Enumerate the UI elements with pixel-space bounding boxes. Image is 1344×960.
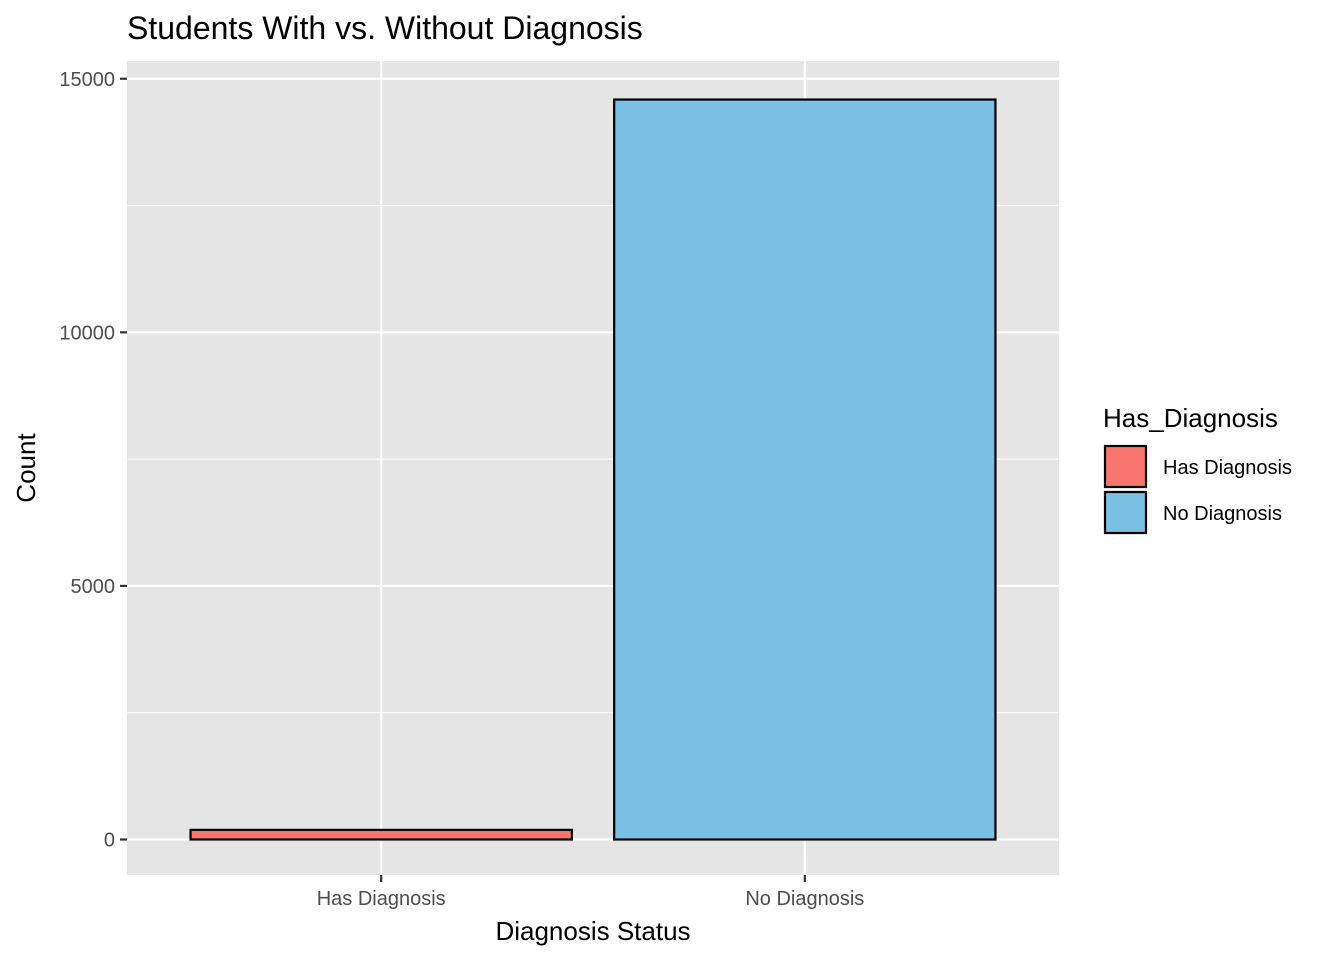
x-tick-label: Has Diagnosis	[317, 888, 446, 910]
y-axis-label: Count	[11, 433, 41, 503]
legend-label: Has Diagnosis	[1163, 457, 1292, 479]
bar	[613, 98, 997, 841]
x-axis-label: Diagnosis Status	[495, 916, 690, 946]
y-tick-label: 5000	[71, 576, 116, 598]
y-tick-label: 10000	[59, 322, 115, 344]
legend: Has_Diagnosis Has Diagnosis No Diagnosis	[1103, 403, 1292, 535]
x-axis: Has Diagnosis No Diagnosis	[317, 875, 864, 910]
y-axis: 0 5000 10000 15000	[59, 69, 127, 851]
chart-title: Students With vs. Without Diagnosis	[127, 10, 643, 46]
legend-key	[1103, 444, 1148, 489]
bars	[189, 98, 997, 841]
legend-key	[1103, 490, 1148, 535]
x-tick-label: No Diagnosis	[745, 888, 864, 910]
legend-label: No Diagnosis	[1163, 503, 1282, 525]
y-tick-label: 0	[104, 829, 115, 851]
y-tick-label: 15000	[59, 69, 115, 91]
bar	[189, 828, 573, 841]
legend-title: Has_Diagnosis	[1103, 403, 1278, 433]
